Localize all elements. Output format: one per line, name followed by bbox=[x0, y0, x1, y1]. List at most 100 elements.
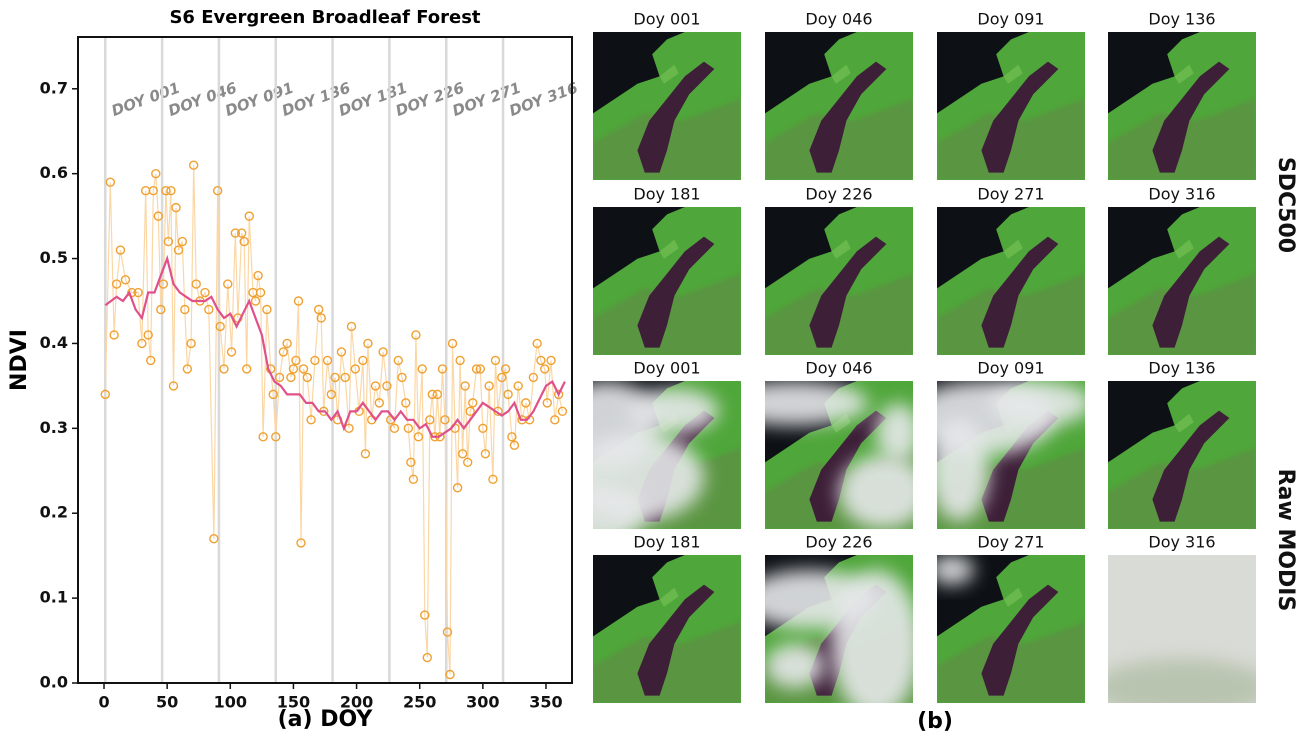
ndvi-point bbox=[293, 296, 304, 306]
ndvi-point bbox=[550, 415, 560, 425]
land-strip bbox=[1174, 239, 1194, 259]
ndvi-point bbox=[296, 538, 306, 548]
cloud bbox=[831, 569, 913, 703]
ndvi-point bbox=[455, 355, 465, 366]
cloud bbox=[988, 381, 1085, 426]
wetland bbox=[809, 410, 887, 522]
ndvi-point bbox=[302, 372, 313, 383]
wetland bbox=[637, 61, 715, 173]
ndvi-point bbox=[163, 236, 174, 247]
ndvi-point bbox=[212, 185, 223, 196]
ndvi-point bbox=[120, 275, 131, 285]
y-axis-label: NDVI bbox=[7, 329, 32, 391]
chart-title: S6 Evergreen Broadleaf Forest bbox=[169, 7, 480, 28]
land-strip bbox=[659, 239, 679, 259]
ndvi-point bbox=[326, 389, 337, 400]
ndvi-point bbox=[250, 296, 261, 306]
ndvi-point bbox=[322, 355, 333, 366]
cloud bbox=[937, 418, 989, 522]
x-tick-label: 50 bbox=[156, 693, 178, 712]
satellite-image bbox=[1108, 32, 1256, 180]
ndvi-point bbox=[378, 347, 388, 357]
ndvi-point bbox=[215, 321, 225, 332]
ndvi-point bbox=[440, 415, 450, 425]
satellite-image bbox=[765, 207, 913, 355]
ndvi-point bbox=[186, 338, 196, 349]
tile-title: Doy 316 bbox=[1148, 185, 1215, 204]
cloud bbox=[630, 388, 719, 433]
ndvi-point bbox=[230, 228, 241, 238]
ndvi-point bbox=[503, 389, 513, 400]
ndvi-point bbox=[171, 202, 181, 213]
ndvi-point bbox=[336, 347, 347, 357]
ndvi-point bbox=[340, 372, 350, 383]
ndvi-point bbox=[242, 364, 252, 374]
satellite-image bbox=[937, 381, 1085, 529]
ndvi-point bbox=[219, 364, 229, 374]
wetland bbox=[981, 410, 1059, 522]
wetland bbox=[637, 236, 715, 348]
satellite-image bbox=[1108, 381, 1256, 529]
satellite-image bbox=[765, 555, 913, 703]
x-tick-label: 100 bbox=[214, 693, 247, 712]
tile-title: Doy 226 bbox=[805, 185, 872, 204]
y-tick-label: 0.5 bbox=[40, 248, 68, 267]
wetland bbox=[1152, 236, 1230, 348]
y-tick-label: 0.0 bbox=[40, 673, 68, 692]
wetland bbox=[981, 61, 1059, 173]
row-label: SDC500 bbox=[1273, 157, 1298, 253]
y-tick-label: 0.2 bbox=[40, 503, 68, 522]
wetland bbox=[1152, 410, 1230, 522]
ndvi-point bbox=[151, 168, 161, 179]
ndvi-point bbox=[188, 160, 199, 170]
ndvi-point bbox=[521, 398, 531, 408]
satellite-image bbox=[1108, 207, 1256, 355]
ndvi-point bbox=[182, 364, 193, 374]
satellite-image bbox=[937, 555, 1085, 703]
ndvi-point bbox=[397, 372, 407, 383]
satellite-image bbox=[937, 207, 1085, 355]
ndvi-point bbox=[500, 364, 511, 374]
ndvi-point bbox=[417, 364, 427, 374]
ndvi-point bbox=[316, 313, 326, 323]
ndvi-point bbox=[360, 449, 371, 459]
ndvi-point bbox=[100, 389, 110, 400]
ndvi-point bbox=[258, 432, 268, 442]
ndvi-point bbox=[540, 364, 550, 374]
ndvi-point bbox=[528, 372, 539, 383]
ndvi-point bbox=[278, 347, 289, 357]
x-tick-label: 150 bbox=[277, 693, 310, 712]
wetland bbox=[809, 61, 887, 173]
tile-title: Doy 136 bbox=[1148, 10, 1215, 29]
ndvi-point bbox=[236, 228, 247, 238]
ndvi-point bbox=[468, 398, 478, 408]
tile-title: Doy 046 bbox=[805, 359, 872, 378]
ndvi-point bbox=[330, 372, 340, 383]
tile-title: Doy 091 bbox=[977, 10, 1044, 29]
tile-title: Doy 001 bbox=[633, 359, 700, 378]
ndvi-point bbox=[471, 364, 482, 374]
cloud bbox=[1108, 658, 1256, 703]
ndvi-point bbox=[111, 279, 122, 289]
satellite-image bbox=[593, 207, 741, 355]
ndvi-point bbox=[403, 423, 414, 434]
cloud bbox=[593, 484, 645, 529]
ndvi-point bbox=[191, 279, 201, 289]
tile-title: Doy 316 bbox=[1148, 533, 1215, 552]
ndvi-point bbox=[465, 406, 475, 417]
tile-title: Doy 181 bbox=[633, 185, 700, 204]
ndvi-point bbox=[553, 389, 564, 400]
ndvi-point bbox=[460, 381, 470, 391]
ndvi-point bbox=[173, 245, 184, 255]
ndvi-point bbox=[153, 211, 164, 221]
ndvi-point bbox=[133, 287, 143, 298]
ndvi-point bbox=[177, 236, 188, 247]
ndvi-point bbox=[158, 279, 169, 289]
tile-title: Doy 046 bbox=[805, 10, 872, 29]
ndvi-point bbox=[137, 338, 147, 349]
ndvi-point bbox=[442, 627, 453, 637]
ndvi-point bbox=[393, 355, 403, 366]
land-strip bbox=[659, 587, 679, 607]
